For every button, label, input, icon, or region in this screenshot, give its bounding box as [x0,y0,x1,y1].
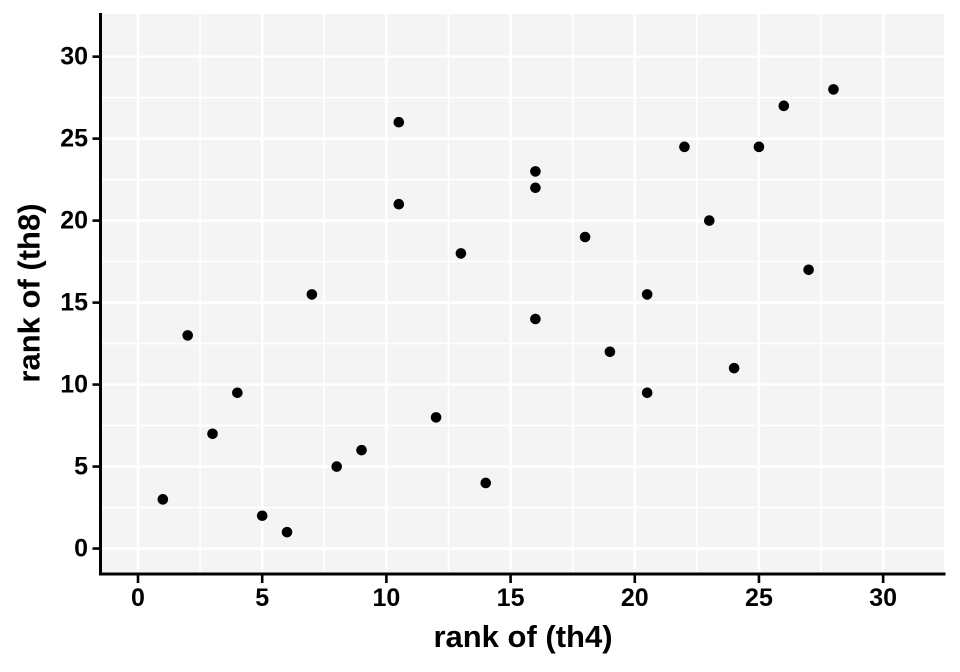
data-point [430,412,442,423]
x-tick-label: 20 [620,584,649,612]
data-point [480,477,492,489]
y-tick-label: 0 [74,533,88,562]
x-tick-label: 15 [496,584,525,612]
data-point [728,362,740,374]
y-tick-label: 25 [60,123,88,152]
x-tick-label: 10 [372,584,401,612]
x-axis-title: rank of (th4) [433,619,613,654]
x-tick-label: 0 [131,584,145,612]
data-point [356,444,367,456]
data-point [232,387,243,399]
data-point [393,116,405,128]
data-point [579,231,591,243]
data-point [455,248,467,259]
data-point [703,215,715,226]
data-point [604,346,616,358]
y-tick-label: 5 [74,451,88,480]
y-tick-label: 10 [60,369,88,398]
data-point [207,428,218,440]
data-point [331,461,343,472]
data-point [641,387,653,399]
data-point [641,289,653,300]
data-point [679,141,690,153]
data-point [306,289,318,300]
data-point [753,141,765,153]
y-axis-title-container: rank of (th8) [12,14,48,572]
plot-panel [102,14,944,572]
x-tick-label: 25 [745,584,773,612]
y-tick-label: 30 [60,41,88,70]
data-point [393,198,405,210]
data-point [281,526,293,538]
data-point [530,182,541,194]
data-point [530,166,541,177]
y-tick-label: 20 [60,205,88,234]
x-tick-label: 5 [255,584,270,612]
data-point [778,100,790,112]
data-point [803,264,814,276]
data-point [530,313,541,325]
y-tick-label: 15 [60,287,88,316]
data-point [256,510,268,522]
x-tick-label: 30 [869,584,898,612]
data-point [182,330,193,341]
y-axis-title: rank of (th8) [12,203,47,383]
data-point [828,84,839,95]
data-point [157,494,169,505]
